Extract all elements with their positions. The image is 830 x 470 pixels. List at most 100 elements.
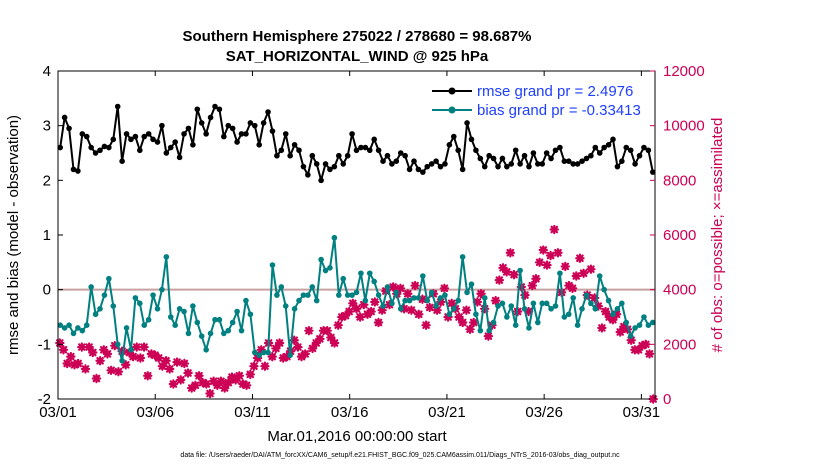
obs-point-stroke: [330, 339, 339, 347]
obs-point: [476, 289, 486, 299]
rmse-point: [167, 144, 174, 151]
obs-point-stroke: [103, 350, 112, 358]
obs-point: [454, 312, 464, 322]
rmse-point: [190, 142, 196, 148]
rmse-point: [362, 144, 369, 151]
obs-point-stroke: [176, 376, 185, 384]
bias-point: [212, 316, 218, 323]
obs-point: [230, 375, 241, 385]
obs-point: [571, 271, 581, 281]
obs-point-stroke: [59, 346, 68, 354]
obs-point: [172, 357, 182, 367]
bias-point: [150, 292, 156, 298]
bias-point: [110, 303, 117, 309]
obs-point-stroke: [433, 306, 441, 314]
obs-point: [293, 342, 303, 352]
obs-point-stroke: [327, 333, 335, 342]
rmse-point: [256, 142, 263, 148]
y-right-tick-label: 0: [663, 391, 671, 408]
obs-point: [132, 342, 142, 352]
obs-point: [161, 356, 171, 366]
rmse-point: [579, 158, 585, 164]
rmse-point: [260, 120, 267, 126]
rmse-point: [198, 120, 205, 126]
bias-point: [336, 292, 342, 298]
obs-point-stroke: [242, 381, 251, 390]
chart-title-line2: SAT_HORIZONTAL_WIND @ 925 hPa: [226, 48, 489, 65]
bias-point: [393, 289, 400, 296]
rmse-point: [473, 147, 479, 154]
rmse-point: [455, 147, 462, 154]
rmse-point: [225, 122, 232, 129]
bias-point: [402, 297, 408, 304]
obs-point-stroke: [261, 362, 269, 370]
obs-point-stroke: [396, 284, 405, 293]
obs-point: [538, 245, 548, 255]
obs-point-stroke: [455, 313, 463, 321]
bias-point: [517, 267, 523, 274]
y-left-tick-label: 1: [43, 227, 51, 244]
rmse-point: [565, 158, 572, 164]
y-axis-left-label: rmse and bias (model - observation): [5, 115, 22, 355]
obs-point-stroke: [367, 307, 375, 316]
rmse-point: [632, 161, 638, 167]
bias-point: [234, 308, 240, 315]
bias-point: [641, 314, 647, 320]
bias-point: [552, 303, 559, 309]
obs-point-stroke: [587, 265, 595, 273]
rmse-point: [358, 144, 364, 151]
rmse-point: [336, 152, 342, 159]
bias-point: [181, 308, 187, 315]
bias-point: [384, 284, 391, 290]
obs-point-stroke: [356, 313, 364, 321]
bias-point: [190, 303, 196, 309]
bias-point: [194, 319, 201, 326]
rmse-point: [207, 114, 214, 121]
bias-point: [375, 292, 382, 298]
rmse-point: [331, 163, 338, 170]
rmse-point: [570, 161, 576, 167]
rmse-point: [539, 161, 546, 167]
obs-point-stroke: [78, 343, 86, 351]
obs-point-stroke: [92, 374, 101, 383]
bias-point: [371, 278, 377, 285]
bias-point: [557, 270, 563, 277]
rmse-point: [619, 158, 625, 164]
rmse-point: [397, 150, 404, 156]
rmse-point: [119, 158, 125, 164]
rmse-point: [176, 154, 183, 161]
obs-point: [183, 368, 193, 378]
obs-point-stroke: [436, 298, 445, 306]
obs-point: [509, 269, 519, 280]
obs-point-stroke: [495, 276, 504, 284]
obs-point: [560, 261, 570, 272]
obs-point: [241, 380, 252, 391]
obs-point-stroke: [499, 264, 507, 272]
rmse-point: [194, 106, 201, 113]
obs-point-stroke: [195, 371, 203, 380]
obs-point-stroke: [180, 359, 189, 368]
bias-point: [247, 311, 254, 318]
rmse-point: [282, 131, 289, 137]
obs-point-stroke: [374, 318, 383, 327]
rmse-point: [154, 139, 161, 145]
rmse-point: [92, 150, 99, 156]
obs-point-stroke: [294, 343, 302, 351]
rmse-point: [601, 144, 607, 151]
data-file-footer: data file: /Users/raeder/DAI/ATM_forcXX/…: [180, 452, 620, 459]
rmse-point: [234, 139, 240, 145]
rmse-point: [110, 136, 117, 143]
y-left-tick-label: -2: [38, 391, 51, 408]
rmse-point: [627, 147, 634, 154]
obs-point-stroke: [136, 354, 145, 362]
rmse-point: [433, 158, 439, 164]
bias-point: [198, 333, 205, 339]
bias-point: [313, 297, 320, 304]
obs-point-stroke: [491, 296, 500, 305]
obs-point-stroke: [96, 356, 104, 365]
obs-point: [304, 325, 314, 336]
rmse-point: [490, 155, 497, 162]
rmse-point: [561, 158, 568, 164]
obs-point-stroke: [371, 298, 379, 306]
rmse-point: [97, 147, 103, 154]
